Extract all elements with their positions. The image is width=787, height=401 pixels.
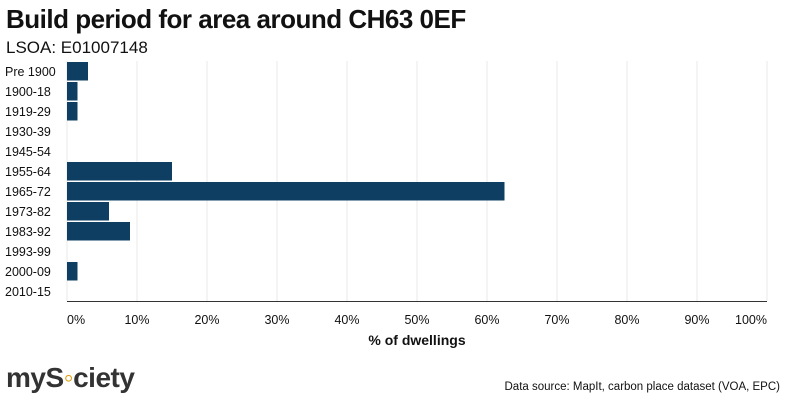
x-tick-label: 60% (474, 313, 499, 327)
chart-subtitle: LSOA: E01007148 (6, 38, 148, 57)
bar-1973-82 (67, 202, 109, 221)
bars (67, 62, 505, 281)
x-tick-label: 90% (684, 313, 709, 327)
bar-1955-64 (67, 162, 172, 181)
mysociety-logo: myS◦ciety (6, 362, 135, 394)
logo-s: S (45, 362, 64, 393)
x-tick-label: 30% (264, 313, 289, 327)
category-labels: Pre 1900 1900-18 1919-29 1930-39 1945-54 1955… (5, 65, 56, 299)
x-tick-label: 50% (404, 313, 429, 327)
category-label: 1930-39 (5, 125, 51, 139)
x-tick-labels: 0% 10% 20% 30% 40% 50% 60% 70% 80% 90% 100% (67, 313, 767, 327)
x-tick-label: 80% (614, 313, 639, 327)
x-tick-label: 70% (544, 313, 569, 327)
bar-chart: Pre 1900 1900-18 1919-29 1930-39 1945-54 1955… (5, 61, 768, 348)
bar-1965-72 (67, 182, 505, 201)
x-tick-label: 10% (124, 313, 149, 327)
category-label: 1973-82 (5, 205, 51, 219)
gridlines (66, 61, 768, 301)
x-tick-label: 20% (194, 313, 219, 327)
category-label: 1993-99 (5, 245, 51, 259)
category-label: 1965-72 (5, 185, 51, 199)
x-tick-label: 100% (735, 313, 767, 327)
x-tick-label: 40% (334, 313, 359, 327)
bar-1900-18 (67, 82, 78, 101)
chart-title: Build period for area around CH63 0EF (6, 4, 466, 34)
logo-prefix: my (6, 362, 46, 393)
bar-1919-29 (67, 102, 78, 121)
logo-suffix: ciety (73, 362, 135, 393)
x-axis-label: % of dwellings (368, 332, 465, 348)
logo-dots-icon: ◦ (63, 362, 74, 393)
data-source-note: Data source: MapIt, carbon place dataset… (504, 381, 781, 393)
category-label: 1983-92 (5, 225, 51, 239)
category-label: 1919-29 (5, 105, 51, 119)
category-label: 1955-64 (5, 165, 51, 179)
bar-2000-09 (67, 262, 78, 281)
bar-pre-1900 (67, 62, 88, 81)
category-label: 1900-18 (5, 85, 51, 99)
category-label: 2010-15 (5, 285, 51, 299)
category-label: Pre 1900 (5, 65, 56, 79)
bar-1983-92 (67, 222, 130, 241)
category-label: 2000-09 (5, 265, 51, 279)
category-label: 1945-54 (5, 145, 51, 159)
x-tick-label: 0% (67, 313, 85, 327)
